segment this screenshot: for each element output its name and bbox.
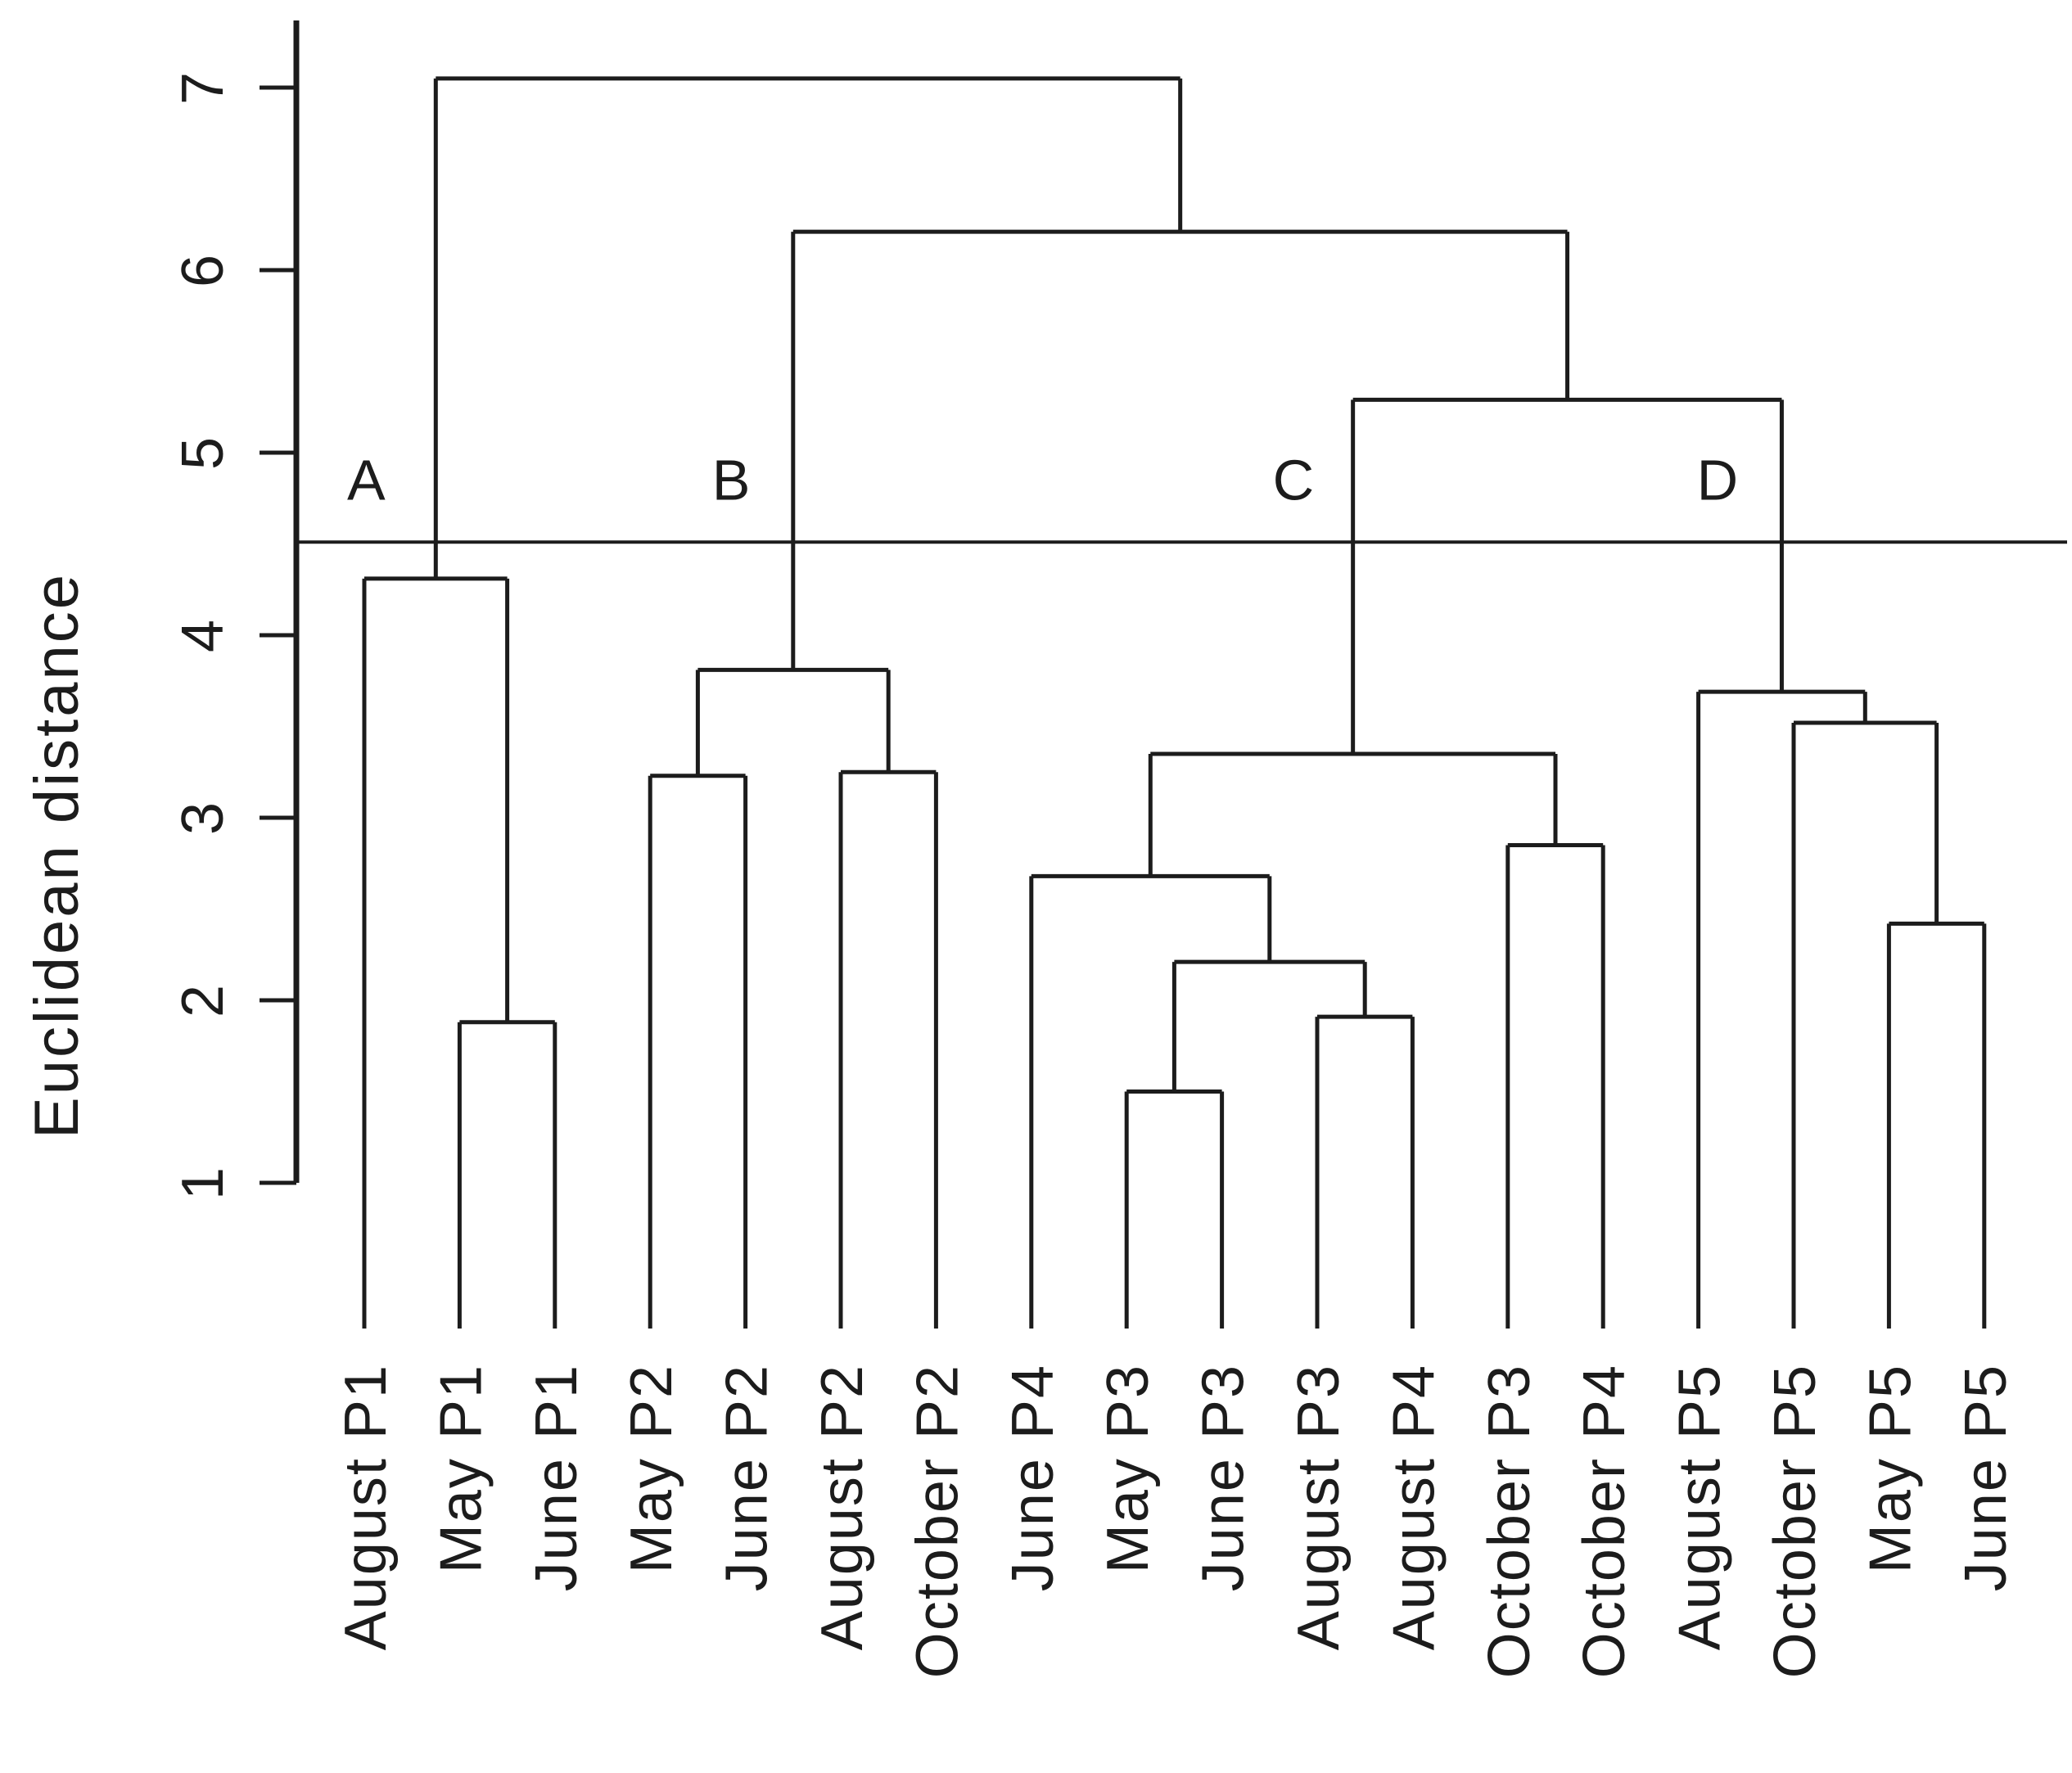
leaf-label: August P4 [1381,1364,1447,1650]
leaf-label: October P5 [1763,1364,1828,1678]
leaf-label: October P3 [1477,1364,1542,1678]
y-axis-ticks: 1 2 3 4 5 6 7 [170,70,296,1200]
cluster-label: D [1697,448,1739,512]
tick-label: 1 [170,1166,236,1200]
leaf-label: August P3 [1286,1364,1352,1650]
leaf-labels: August P1 May P1 June P1 May P2 June P2 Augus… [333,1364,2019,1678]
leaf-label: August P2 [810,1364,875,1650]
leaf-label: May P5 [1858,1364,1923,1573]
leaf-label: October P2 [905,1364,970,1678]
tick-label: 4 [170,618,236,652]
tick-label: 3 [170,801,236,835]
leaf-label: August P1 [333,1364,399,1650]
tick-label: 2 [170,983,236,1017]
leaf-label: May P2 [619,1364,684,1573]
tick-label: 7 [170,70,236,105]
cluster-label: C [1273,448,1315,512]
leaf-label: June P5 [1953,1364,2019,1591]
tick-label: 6 [170,253,236,287]
leaf-label: June P1 [524,1364,589,1591]
cluster-labels: A B C D [347,448,1738,512]
leaf-label: May P3 [1095,1364,1161,1573]
leaf-label: August P5 [1668,1364,1733,1650]
leaf-label: June P3 [1191,1364,1257,1591]
leaf-label: June P2 [715,1364,780,1591]
leaf-label: May P1 [428,1364,494,1573]
tick-label: 5 [170,435,236,470]
cluster-label: B [712,448,751,512]
dendrogram-links [362,76,1987,1329]
leaf-label: October P4 [1572,1364,1637,1678]
y-axis-title: Euclidean distance [22,572,92,1139]
leaf-label: June P4 [1000,1364,1066,1591]
cluster-label: A [347,448,386,512]
